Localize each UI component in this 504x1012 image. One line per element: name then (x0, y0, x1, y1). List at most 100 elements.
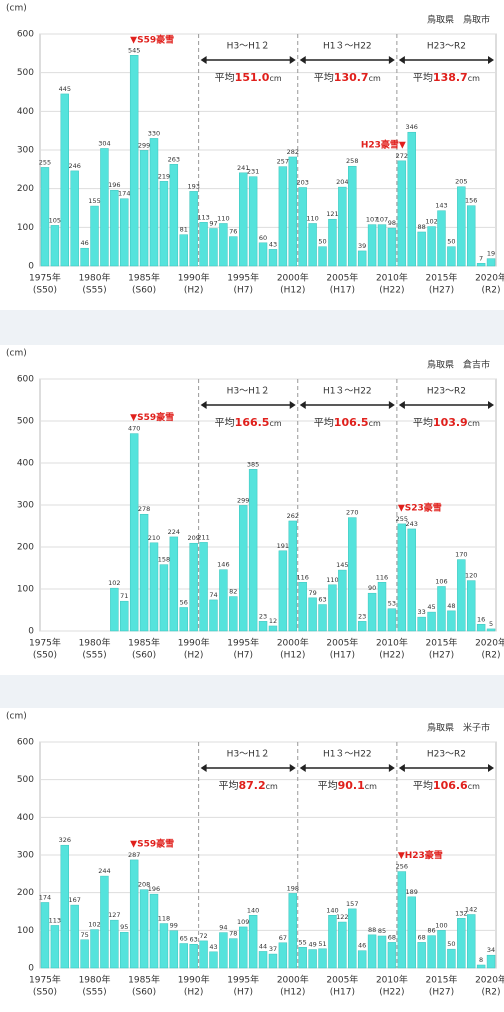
bar (169, 930, 179, 969)
value-label: 110 (217, 214, 229, 222)
period-average: 166.5 (235, 416, 270, 429)
annotation: ▼S23豪雪 (398, 501, 442, 513)
bar (229, 236, 238, 267)
bar (427, 611, 436, 632)
bar (219, 223, 228, 267)
bar (457, 559, 466, 632)
y-tick-label: 300 (17, 851, 34, 861)
chart-panel: 鳥取県 倉吉市(cm)0100200300400500600H3～H1２平均16… (0, 345, 504, 675)
bar (258, 621, 268, 632)
x-tick-label: 1995年 (227, 637, 259, 649)
bar (357, 950, 367, 969)
value-label: 105 (49, 216, 61, 224)
bar (476, 624, 486, 632)
value-label: 88 (418, 223, 426, 231)
bar (60, 844, 69, 969)
value-label: 23 (259, 612, 267, 620)
bar (169, 536, 179, 632)
x-tick-label: 2015年 (426, 637, 458, 649)
period-average: 平均151.0cm (215, 71, 282, 84)
value-label: 196 (108, 181, 120, 189)
value-label: 100 (435, 921, 447, 929)
bar (427, 935, 436, 969)
period-average-unit: cm (468, 782, 480, 791)
value-label: 256 (396, 863, 408, 871)
period-average-prefix: 平均 (314, 416, 334, 429)
value-label: 8 (479, 956, 483, 964)
bar (239, 172, 248, 267)
y-tick-label: 400 (17, 813, 34, 823)
period-average: 151.0 (235, 71, 270, 84)
value-label: 98 (388, 219, 396, 227)
x-tick-sublabel: (H7) (233, 286, 253, 296)
value-label: 257 (277, 158, 289, 166)
y-tick-label: 500 (17, 68, 34, 78)
bar (139, 150, 149, 267)
bar (457, 918, 466, 969)
bar (308, 949, 317, 969)
bar (467, 580, 476, 632)
bar (447, 610, 456, 632)
x-tick-sublabel: (R2) (482, 988, 501, 998)
x-tick-label: 1985年 (128, 637, 160, 649)
value-label: 48 (447, 602, 455, 610)
period-average-unit: cm (365, 782, 377, 791)
bar (120, 931, 129, 969)
bar (219, 932, 228, 969)
bar (199, 222, 208, 267)
value-label: 107 (366, 216, 378, 224)
bar (437, 210, 446, 267)
bar (298, 947, 307, 969)
value-label: 132 (455, 909, 467, 917)
x-tick-label: 2020年 (475, 637, 504, 649)
y-axis-label: (cm) (6, 4, 27, 14)
value-label: 196 (148, 885, 160, 893)
value-label: 146 (217, 561, 229, 569)
value-label: 326 (59, 836, 71, 844)
bar (486, 628, 496, 632)
value-label: 43 (269, 240, 277, 248)
bar (486, 954, 496, 969)
bar (258, 242, 268, 267)
bar (110, 189, 119, 267)
value-label: 50 (447, 940, 455, 948)
x-tick-label: 2010年 (376, 637, 408, 649)
value-label: 140 (326, 906, 338, 914)
value-label: 193 (187, 182, 199, 190)
bar (308, 597, 317, 632)
bar (457, 186, 466, 267)
value-label: 43 (209, 943, 217, 951)
x-tick-sublabel: (H2) (184, 651, 204, 661)
bar (248, 915, 258, 969)
bar (476, 263, 486, 267)
annotation: ▼H23豪雪 (398, 849, 443, 861)
value-label: 145 (336, 561, 348, 569)
x-tick-label: 2015年 (426, 272, 458, 284)
period-average: 平均166.5cm (215, 416, 282, 429)
x-tick-label: 1990年 (178, 272, 210, 284)
period-label: H3～H1２ (227, 387, 270, 397)
value-label: 272 (396, 152, 408, 160)
value-label: 174 (118, 190, 130, 198)
period-average: 103.9 (433, 416, 468, 429)
value-label: 122 (336, 913, 348, 921)
y-tick-label: 0 (28, 262, 34, 272)
x-tick-sublabel: (H27) (429, 651, 454, 661)
x-tick-label: 2020年 (475, 272, 504, 284)
x-tick-sublabel: (H7) (233, 651, 253, 661)
bar (397, 523, 407, 632)
bar (50, 225, 60, 267)
x-tick-sublabel: (R2) (482, 286, 501, 296)
y-tick-label: 600 (17, 375, 34, 385)
period-average: 130.7 (334, 71, 369, 84)
value-label: 34 (487, 946, 495, 954)
value-label: 79 (308, 589, 316, 597)
bar (120, 600, 129, 632)
value-label: 385 (247, 460, 259, 468)
bar (298, 187, 307, 267)
value-label: 143 (435, 202, 447, 210)
bar (80, 247, 89, 267)
period-average: 平均106.5cm (314, 416, 381, 429)
x-tick-sublabel: (H12) (280, 286, 305, 296)
